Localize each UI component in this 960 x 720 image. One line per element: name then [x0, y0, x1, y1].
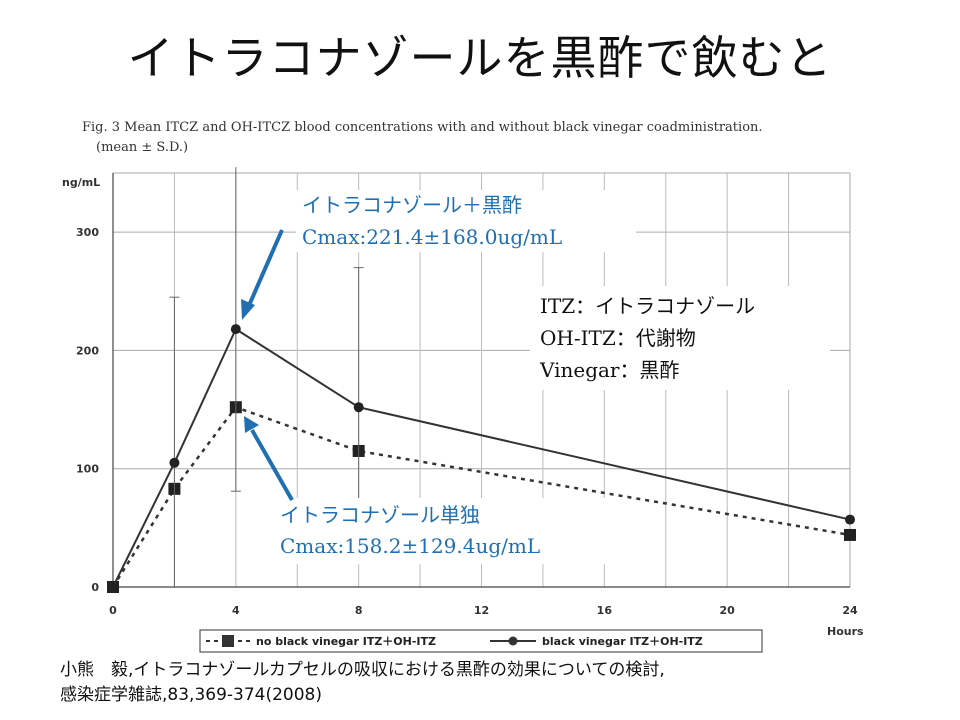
key-oh-itz: OH-ITZ：代謝物 [540, 326, 696, 350]
abbreviation-key-background [530, 286, 830, 390]
x-axis-unit: Hours [827, 625, 864, 638]
x-tick-label: 8 [355, 604, 363, 617]
citation-line-1: 小熊 毅,イトラコナゾールカプセルの吸収における黒酢の効果についての検討, [60, 660, 665, 680]
alone-annotation-background [276, 498, 606, 564]
y-tick-label: 0 [91, 581, 99, 594]
vinegar-cmax-label: Cmax:221.4±168.0ug/mL [302, 225, 562, 249]
x-tick-label: 24 [842, 604, 858, 617]
legend-box [199, 629, 763, 653]
vinegar-annotation-label: イトラコナゾール＋黒酢 [302, 193, 522, 217]
x-tick-label: 0 [109, 604, 117, 617]
data-point-vinegar [353, 402, 364, 413]
vinegar-arrow-shaft [245, 229, 284, 311]
x-tick-label: 16 [597, 604, 613, 617]
citation: 小熊 毅,イトラコナゾールカプセルの吸収における黒酢の効果についての検討, 感染… [60, 658, 665, 708]
alone-arrow-head [244, 416, 259, 433]
alone-arrow-shaft [250, 429, 294, 501]
y-tick-label: 200 [76, 344, 99, 357]
y-tick-label: 100 [76, 463, 99, 476]
tick-label-layer: 0 100 200 300 0 4 8 12 16 20 24 [76, 226, 858, 617]
x-tick-label: 4 [232, 604, 240, 617]
data-point-no-vinegar [844, 528, 856, 541]
data-point-vinegar [108, 582, 118, 592]
vinegar-arrow-head [241, 299, 255, 320]
legend-label-vinegar: black vinegar ITZ＋OH-ITZ [542, 635, 703, 648]
key-vinegar: Vinegar：黒酢 [539, 358, 680, 382]
x-tick-label: 20 [720, 604, 736, 617]
alone-annotation-label: イトラコナゾール単独 [280, 503, 480, 527]
data-point-vinegar [845, 514, 855, 525]
axis-layer [112, 173, 850, 588]
citation-line-2: 感染症学雑誌,83,369-374(2008) [60, 685, 322, 705]
vinegar-annotation-background [296, 190, 636, 252]
x-tick-label: 12 [474, 604, 489, 617]
y-axis-unit: ng/mL [62, 176, 100, 189]
legend-marker-vinegar [508, 636, 518, 646]
series-layer [107, 167, 856, 593]
legend-marker-no-vinegar [222, 635, 234, 647]
figure-caption: Fig. 3 Mean ITCZ and OH-ITCZ blood conce… [82, 120, 763, 135]
y-tick-label: 300 [76, 226, 99, 239]
key-itz: ITZ：イトラコナゾール [540, 294, 755, 318]
slide-title: イトラコナゾールを黒酢で飲むと [127, 31, 833, 85]
data-point-vinegar [230, 324, 241, 335]
alone-cmax-label: Cmax:158.2±129.4ug/mL [280, 534, 540, 558]
data-point-vinegar [169, 457, 180, 468]
legend-label-no-vinegar: no black vinegar ITZ＋OH-ITZ [256, 635, 436, 648]
figure-subcaption: (mean ± S.D.) [96, 140, 188, 155]
